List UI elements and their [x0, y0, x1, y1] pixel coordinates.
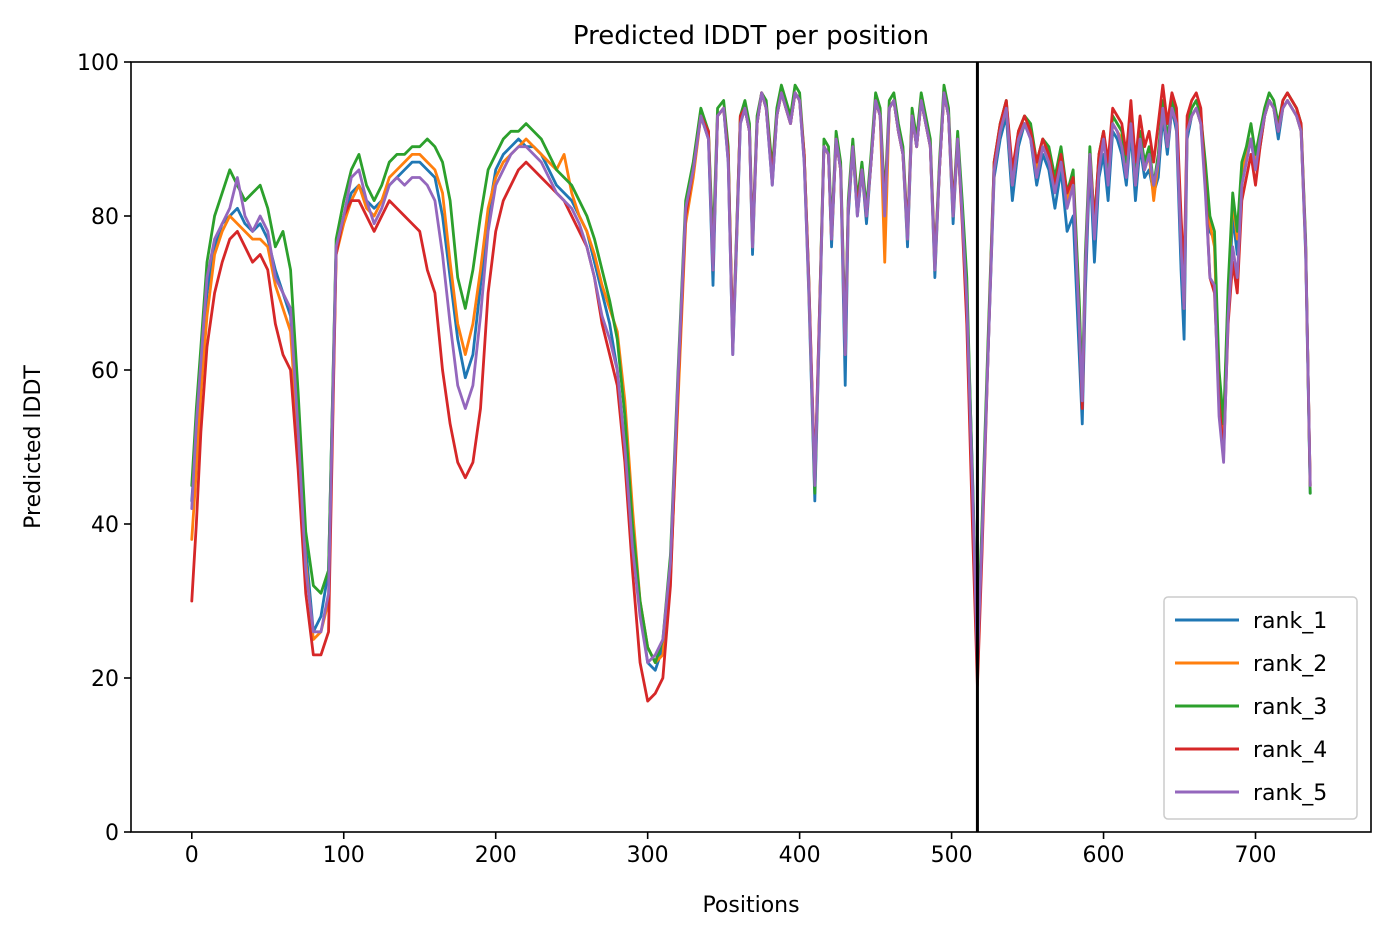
legend-label-rank-4: rank_4 [1253, 738, 1327, 763]
y-tick-label: 60 [91, 359, 119, 384]
legend-label-rank-2: rank_2 [1253, 652, 1327, 677]
legend-box [1163, 596, 1358, 820]
x-axis-label: Positions [702, 893, 799, 918]
series-lines [190, 83, 1312, 703]
chart-title: Predicted lDDT per position [573, 21, 929, 51]
plot-frame [130, 61, 1372, 833]
series-line-rank-5 [190, 91, 1312, 664]
x-tick-label: 100 [323, 843, 365, 868]
y-tick-label: 80 [91, 205, 119, 230]
legend-label-rank-3: rank_3 [1253, 695, 1327, 720]
legend-label-rank-5: rank_5 [1253, 781, 1327, 806]
x-tick-label: 200 [475, 843, 517, 868]
legend-label-rank-1: rank_1 [1253, 609, 1327, 634]
legend: rank_1 rank_2 rank_3 rank_4 rank_5 [1163, 596, 1358, 820]
y-axis-label: Predicted lDDT [21, 365, 46, 529]
y-tick-label: 20 [91, 667, 119, 692]
y-tick-label: 100 [77, 51, 119, 76]
x-tick-label: 500 [931, 843, 973, 868]
x-tick-label: 600 [1083, 843, 1125, 868]
x-axis-ticks: 0 100 200 300 400 500 600 700 [185, 832, 1277, 868]
x-tick-label: 400 [779, 843, 821, 868]
y-tick-label: 40 [91, 513, 119, 538]
x-tick-label: 0 [185, 843, 199, 868]
x-tick-label: 700 [1235, 843, 1277, 868]
y-tick-label: 0 [105, 821, 119, 846]
x-tick-label: 300 [627, 843, 669, 868]
y-axis-ticks: 0 20 40 60 80 100 [77, 51, 131, 846]
